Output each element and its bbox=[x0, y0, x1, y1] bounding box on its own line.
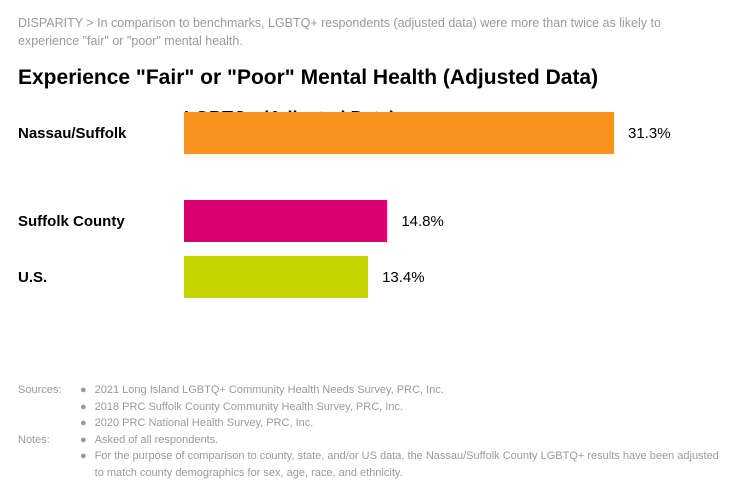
footer-key bbox=[18, 399, 80, 416]
footer: Sources:●2021 Long Island LGBTQ+ Communi… bbox=[18, 382, 723, 481]
row-label: U.S. bbox=[18, 269, 184, 286]
disparity-text: DISPARITY > In comparison to benchmarks,… bbox=[18, 14, 723, 50]
row-label: Suffolk County bbox=[18, 213, 184, 230]
bar-value: 14.8% bbox=[401, 213, 444, 230]
bar-value: 31.3% bbox=[628, 125, 671, 142]
bar-area: 14.8% bbox=[184, 200, 723, 242]
footer-key: Sources: bbox=[18, 382, 80, 399]
bullet-icon: ● bbox=[80, 432, 87, 449]
disparity-body: In comparison to benchmarks, LGBTQ+ resp… bbox=[18, 16, 661, 48]
footer-row: ● 2018 PRC Suffolk County Community Healt… bbox=[18, 399, 723, 416]
chart-area: LGBTQ+ (Adjusted Data)BenchmarksNassau/S… bbox=[18, 112, 723, 372]
footer-text: Asked of all respondents. bbox=[95, 432, 723, 449]
footer-text: 2018 PRC Suffolk County Community Health… bbox=[95, 399, 723, 416]
bar-area: 13.4% bbox=[184, 256, 723, 298]
disparity-lead: DISPARITY > bbox=[18, 16, 94, 30]
bar-area: 31.3% bbox=[184, 112, 723, 154]
footer-row: ● 2020 PRC National Health Survey, PRC, I… bbox=[18, 415, 723, 432]
bar bbox=[184, 200, 387, 242]
chart-row: Nassau/Suffolk 31.3% bbox=[18, 112, 723, 154]
bullet-icon: ● bbox=[80, 415, 87, 432]
footer-text: For the purpose of comparison to county,… bbox=[95, 448, 723, 481]
footer-text: 2020 PRC National Health Survey, PRC, In… bbox=[95, 415, 723, 432]
footer-row: ●For the purpose of comparison to county… bbox=[18, 448, 723, 481]
bar bbox=[184, 112, 614, 154]
chart-row: Suffolk County 14.8% bbox=[18, 200, 723, 242]
footer-row: Sources:● 2021 Long Island LGBTQ+ Communi… bbox=[18, 382, 723, 399]
bar-value: 13.4% bbox=[382, 269, 425, 286]
footer-key: Notes: bbox=[18, 432, 80, 449]
footer-row: Notes:● Asked of all respondents. bbox=[18, 432, 723, 449]
footer-key bbox=[18, 448, 80, 481]
footer-text: 2021 Long Island LGBTQ+ Community Health… bbox=[95, 382, 723, 399]
bullet-icon: ● bbox=[80, 448, 87, 481]
bar bbox=[184, 256, 368, 298]
bullet-icon: ● bbox=[80, 382, 87, 399]
chart-row: U.S. 13.4% bbox=[18, 256, 723, 298]
bullet-icon: ● bbox=[80, 399, 87, 416]
row-label: Nassau/Suffolk bbox=[18, 125, 184, 142]
chart-title: Experience "Fair" or "Poor" Mental Healt… bbox=[18, 66, 723, 90]
footer-key bbox=[18, 415, 80, 432]
